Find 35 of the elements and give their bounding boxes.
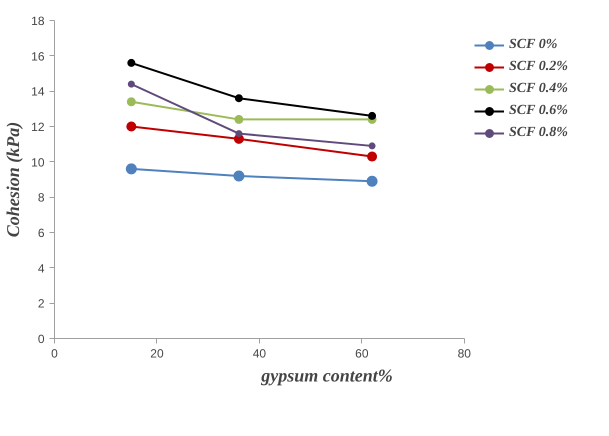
legend-label: SCF 0.6% [509,103,568,119]
legend-label: SCF 0.8% [509,125,568,141]
point [235,130,242,138]
point [368,142,376,150]
point [234,94,243,102]
x-tick-label: 40 [252,346,266,360]
x-tick-label: 20 [150,346,164,360]
point [368,112,376,120]
point [233,170,244,182]
y-tick-label: 18 [31,14,45,28]
y-tick-label: 2 [38,296,45,311]
y-tick-label: 0 [38,332,45,346]
point [128,80,135,88]
y-tick-label: 8 [38,190,45,205]
x-tick-label: 80 [458,346,472,360]
point [367,152,378,162]
x-axis-title: gypsum content% [260,366,393,386]
y-tick-label: 14 [31,84,45,99]
y-tick-label: 10 [31,155,45,170]
y-axis-title: Cohesion (kPa) [3,122,24,238]
x-tick-label: 60 [355,346,369,360]
x-tick-label: 0 [51,346,58,360]
legend-label: SCF 0.4% [509,81,568,97]
y-tick-label: 6 [38,226,45,240]
legend-label: SCF 0.2% [509,59,568,75]
y-tick-label: 16 [31,49,45,64]
legend-label: SCF 0% [509,37,558,53]
point [127,58,136,67]
y-tick-label: 12 [31,120,45,134]
point [234,114,244,124]
point [126,97,136,106]
point [126,163,137,174]
point [126,122,136,132]
y-tick-label: 4 [38,261,45,276]
point [366,176,378,187]
